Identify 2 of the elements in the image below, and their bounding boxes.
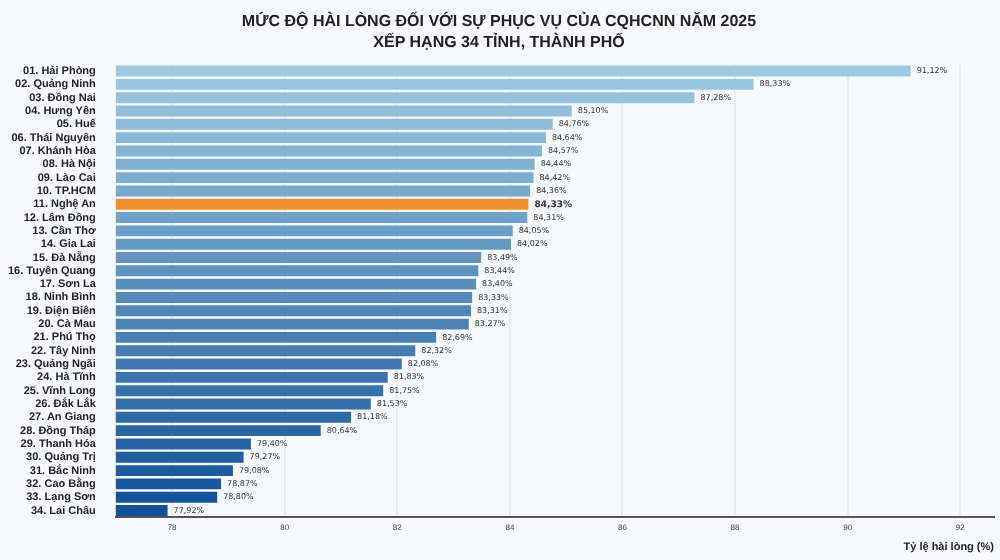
chart-subtitle: XẾP HẠNG 34 TỈNH, THÀNH PHỐ: [373, 31, 625, 52]
chart-title: MỨC ĐỘ HÀI LÒNG ĐỐI VỚI SỰ PHỤC VỤ CỦA CQHCNN NĂM 2025: [241, 10, 758, 31]
